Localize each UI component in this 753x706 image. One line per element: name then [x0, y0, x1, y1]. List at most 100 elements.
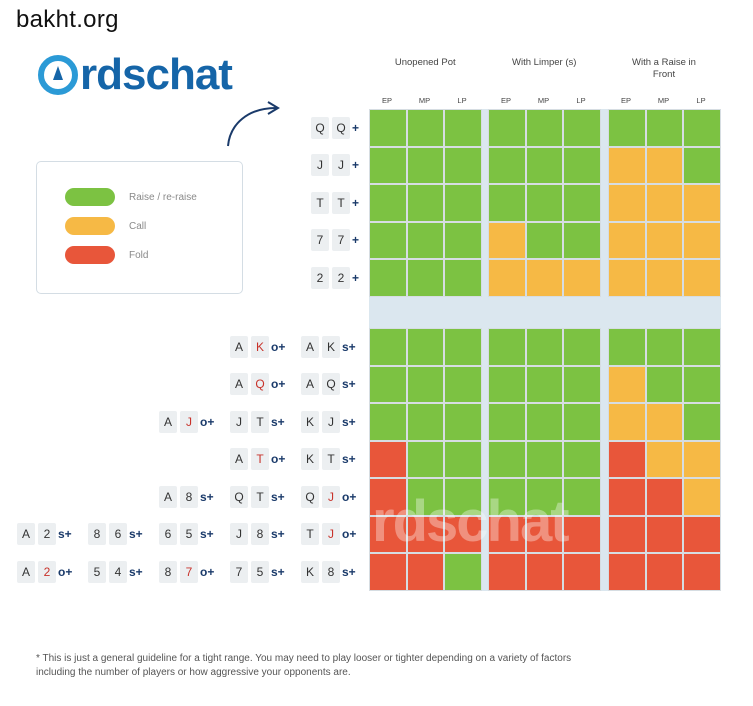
hand-suffix: +: [352, 195, 360, 210]
position-header-ep: EP: [500, 96, 511, 105]
hand-suffix: +: [352, 120, 360, 135]
card-rank: 5: [251, 560, 269, 583]
card-rank: J: [180, 410, 198, 433]
action-cell: [608, 515, 646, 553]
action-cell: [525, 221, 563, 259]
card-rank: 2: [38, 560, 56, 583]
hand-suffix: s+: [271, 489, 285, 504]
card-rank: 5: [88, 560, 106, 583]
spade-logo-icon: [38, 55, 78, 95]
action-cell: [645, 184, 683, 222]
group-separator: [600, 109, 608, 591]
card-rank: T: [311, 191, 329, 214]
hand-suffix: s+: [271, 414, 285, 429]
legend-label: Raise / re-raise: [129, 191, 197, 203]
legend-item-2: Fold: [65, 246, 148, 264]
action-cell: [608, 184, 646, 222]
action-cell: [645, 553, 683, 591]
card-rank: Q: [301, 485, 319, 508]
legend-swatch: [65, 188, 115, 206]
action-cell: [563, 515, 601, 553]
action-cell: [563, 109, 601, 147]
card-rank: 7: [311, 229, 329, 252]
card-rank: Q: [230, 485, 248, 508]
action-cell: [406, 146, 444, 184]
action-cell: [444, 109, 482, 147]
hand-suffix: o+: [271, 339, 286, 354]
card-rank: 8: [180, 485, 198, 508]
card-rank: A: [17, 523, 35, 546]
action-cell: [563, 403, 601, 441]
action-cell: [406, 403, 444, 441]
action-cell: [645, 221, 683, 259]
card-rank: T: [322, 448, 340, 471]
action-cell: [563, 553, 601, 591]
action-cell: [488, 515, 526, 553]
action-cell: [525, 328, 563, 366]
column-group-title: With Limper (s): [512, 57, 577, 68]
hand-suffix: s+: [342, 339, 356, 354]
action-cell: [369, 109, 407, 147]
action-cell: [608, 109, 646, 147]
action-cell: [369, 365, 407, 403]
action-cell: [525, 184, 563, 222]
action-cell: [488, 553, 526, 591]
position-header-mp: MP: [537, 96, 550, 105]
legend-label: Fold: [129, 249, 149, 261]
action-cell: [444, 146, 482, 184]
action-cell: [683, 478, 721, 516]
position-header-mp: MP: [418, 96, 431, 105]
action-cell: [444, 515, 482, 553]
card-rank: A: [301, 373, 319, 396]
action-cell: [608, 328, 646, 366]
legend-swatch: [65, 217, 115, 235]
action-cell: [444, 478, 482, 516]
hand-suffix: s+: [129, 564, 143, 579]
action-cell: [488, 478, 526, 516]
action-cell: [444, 365, 482, 403]
position-header-ep: EP: [620, 96, 631, 105]
action-cell: [645, 515, 683, 553]
card-rank: Q: [332, 116, 350, 139]
action-cell: [406, 109, 444, 147]
action-cell: [406, 553, 444, 591]
card-rank: J: [322, 485, 340, 508]
logo-text: rdschat: [80, 50, 233, 99]
action-cell: [488, 184, 526, 222]
action-cell: [683, 259, 721, 297]
action-cell: [488, 328, 526, 366]
action-cell: [645, 403, 683, 441]
action-cell: [563, 259, 601, 297]
action-cell: [645, 365, 683, 403]
position-header-mp: MP: [657, 96, 670, 105]
action-cell: [563, 184, 601, 222]
legend-swatch: [65, 246, 115, 264]
action-cell: [525, 478, 563, 516]
action-cell: [369, 515, 407, 553]
card-rank: 6: [159, 523, 177, 546]
action-cell: [369, 403, 407, 441]
action-cell: [563, 365, 601, 403]
action-cell: [369, 184, 407, 222]
action-cell: [444, 328, 482, 366]
hand-suffix: s+: [342, 564, 356, 579]
card-rank: A: [159, 485, 177, 508]
card-rank: 5: [180, 523, 198, 546]
card-rank: 8: [322, 560, 340, 583]
action-cell: [645, 440, 683, 478]
legend-item-0: Raise / re-raise: [65, 188, 197, 206]
card-rank: J: [230, 523, 248, 546]
action-cell: [525, 553, 563, 591]
action-cell: [683, 146, 721, 184]
card-rank: K: [301, 448, 319, 471]
card-rank: Q: [322, 373, 340, 396]
legend-item-1: Call: [65, 217, 146, 235]
hand-suffix: +: [352, 270, 360, 285]
card-rank: 4: [109, 560, 127, 583]
action-cell: [683, 328, 721, 366]
action-cell: [683, 365, 721, 403]
action-cell: [645, 259, 683, 297]
action-cell: [525, 515, 563, 553]
hand-suffix: s+: [200, 489, 214, 504]
action-cell: [525, 440, 563, 478]
